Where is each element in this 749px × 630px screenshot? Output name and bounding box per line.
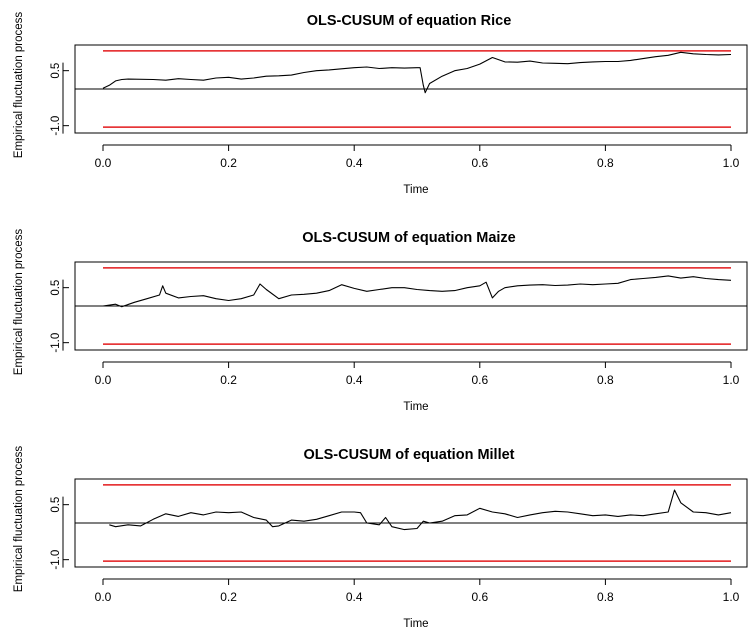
x-tick-label: 0.4	[346, 373, 363, 387]
y-axis-label: Empirical fluctuation process	[13, 229, 25, 376]
x-tick-label: 0.2	[220, 590, 237, 604]
chart-title: OLS-CUSUM of equation Rice	[307, 13, 512, 29]
cusum-series-line	[109, 489, 732, 531]
x-tick-label: 1.0	[723, 373, 740, 387]
y-tick-label: 0.5	[50, 280, 62, 296]
x-tick-label: 0.4	[346, 590, 363, 604]
cusum-series-line	[102, 275, 732, 308]
y-tick-label: -1.0	[50, 116, 62, 136]
cusum-series-line	[102, 51, 732, 94]
x-tick-label: 1.0	[723, 156, 740, 170]
x-tick-label: 1.0	[723, 590, 740, 604]
x-tick-label: 0.0	[95, 373, 112, 387]
chart-panel-3: OLS-CUSUM of equation Millet 0.0 0.2 0.4 0.6…	[13, 446, 748, 630]
y-tick-label: 0.5	[50, 63, 62, 79]
y-axis-label: Empirical fluctuation process	[13, 12, 25, 159]
y-axis-label: Empirical fluctuation process	[13, 446, 25, 593]
x-axis-label: Time	[403, 184, 428, 196]
x-tick-label: 0.0	[95, 590, 112, 604]
x-tick-label: 0.8	[597, 373, 614, 387]
x-tick-label: 0.0	[95, 156, 112, 170]
x-tick-label: 0.2	[220, 373, 237, 387]
x-tick-label: 0.6	[471, 156, 488, 170]
x-axis-label: Time	[403, 401, 428, 413]
x-tick-label: 0.8	[597, 590, 614, 604]
x-tick-label: 0.2	[220, 156, 237, 170]
x-axis-label: Time	[403, 618, 428, 630]
x-tick-label: 0.8	[597, 156, 614, 170]
y-tick-label: -1.0	[50, 550, 62, 570]
y-tick-label: 0.5	[50, 497, 62, 513]
chart-title: OLS-CUSUM of equation Maize	[302, 230, 515, 246]
x-tick-label: 0.6	[471, 590, 488, 604]
chart-panel-2: OLS-CUSUM of equation Maize 0.0 0.2 0.4 0.6 0…	[13, 229, 748, 413]
chart-title: OLS-CUSUM of equation Millet	[303, 447, 514, 463]
chart-panel-1: OLS-CUSUM of equation Rice 0.0 0.2 0.4 0.6 0.…	[13, 12, 748, 196]
y-tick-label: -1.0	[50, 333, 62, 353]
x-tick-label: 0.6	[471, 373, 488, 387]
x-tick-label: 0.4	[346, 156, 363, 170]
